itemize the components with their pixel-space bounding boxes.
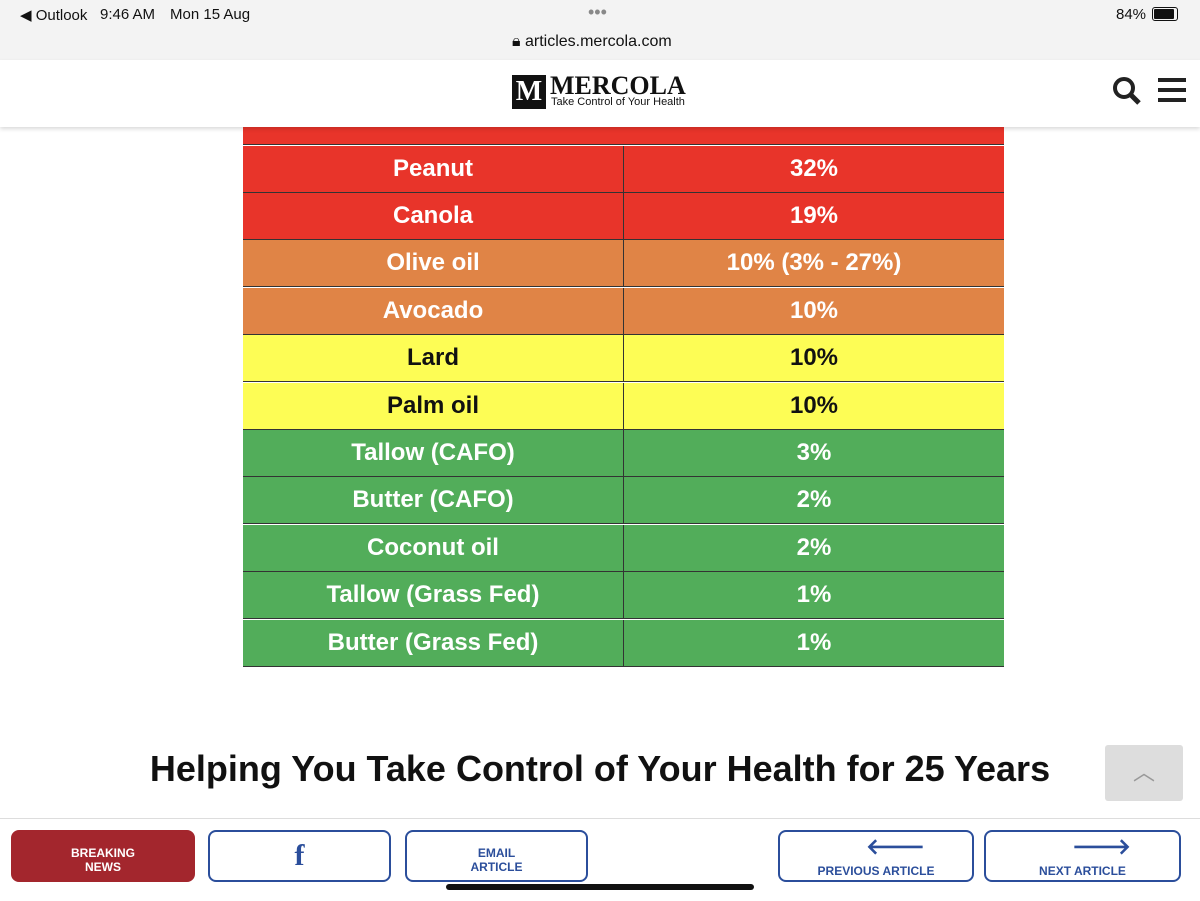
oil-value: 10% (3% - 27%) — [726, 249, 902, 277]
oil-value: 2% — [796, 533, 832, 561]
logo: MERCOLA — [550, 71, 686, 100]
oil-name: Butter (Grass Fed) — [243, 619, 624, 666]
site-header: M MERCOLA Take Control of Your Health — [0, 60, 1200, 127]
oil-value: 10% — [789, 391, 839, 419]
logo-mark[interactable]: M — [512, 75, 546, 109]
oil-value: 1% — [796, 581, 832, 609]
oil-value: 10% — [789, 344, 839, 372]
table-row: Tallow (CAFO) 3% — [243, 429, 1004, 477]
previous-button[interactable]: 🡐 PREVIOUS ARTICLE — [778, 830, 974, 882]
time: 9:46 AM — [100, 6, 156, 23]
oil-name: Butter (CAFO) — [243, 477, 624, 524]
previous-label: PREVIOUS ARTICLE — [817, 864, 935, 878]
search-icon[interactable] — [1112, 76, 1142, 106]
address-bar[interactable]: 🔒︎ articles.mercola.com — [512, 33, 672, 50]
oil-name: Palm oil — [243, 382, 624, 429]
oil-value: 2% — [796, 486, 832, 514]
oil-name: Olive oil — [243, 240, 624, 287]
oil-name: Tallow (Grass Fed) — [243, 572, 624, 619]
oil-value: 32% — [789, 154, 839, 182]
oil-name: Tallow (CAFO) — [243, 429, 624, 476]
dots: ••• — [588, 2, 607, 22]
oil-name: Coconut oil — [243, 524, 624, 571]
oil-value: 19% — [789, 201, 839, 229]
date: Mon 15 Aug — [170, 6, 251, 23]
oil-name: Canola — [243, 192, 624, 239]
battery: 84% — [1116, 6, 1147, 23]
email-button[interactable]: EMAIL ARTICLE — [405, 830, 588, 882]
next-button[interactable]: 🡒 NEXT ARTICLE — [984, 830, 1181, 882]
url: articles.mercola.com — [524, 33, 672, 50]
next-label: NEXT ARTICLE — [1039, 864, 1126, 878]
table-row: Butter (Grass Fed) 1% — [243, 619, 1004, 667]
clipped-row — [243, 127, 1004, 145]
table-row: Palm oil 10% — [243, 382, 1004, 430]
table-row: Olive oil 10% (3% - 27%) — [243, 240, 1004, 288]
oil-name: Peanut — [243, 145, 624, 192]
breaking-news-button[interactable]: BREAKING NEWS — [11, 830, 195, 882]
table-row: Lard 10% — [243, 335, 1004, 383]
table-row: Canola 19% — [243, 192, 1004, 240]
back-app-label: Outlook — [35, 7, 88, 24]
facebook-button[interactable]: f — [208, 830, 391, 882]
back-app[interactable]: ◀ Outlook — [20, 7, 88, 24]
table-row: Butter (CAFO) 2% — [243, 477, 1004, 525]
status-bar: ◀ Outlook 9:46 AM Mon 15 Aug ••• 84% 🔒︎ … — [0, 0, 1200, 60]
oil-value: 10% — [789, 296, 839, 324]
table-row: Coconut oil 2% — [243, 524, 1004, 572]
oil-name: Lard — [243, 335, 624, 382]
oil-name: Avocado — [243, 287, 624, 334]
tagline: Take Control of Your Health — [551, 96, 685, 108]
home-indicator — [446, 884, 754, 890]
oil-value: 1% — [796, 628, 832, 656]
table-row: Tallow (Grass Fed) 1% — [243, 572, 1004, 620]
heading: Helping You Take Control of Your Health … — [149, 748, 1051, 789]
battery-icon — [1152, 7, 1178, 21]
menu-icon[interactable] — [1158, 77, 1186, 103]
table-row: Avocado 10% — [243, 287, 1004, 335]
scroll-top[interactable]: ︿ — [1105, 745, 1183, 801]
table-row: Peanut 32% — [243, 145, 1004, 193]
oil-value: 3% — [796, 438, 832, 466]
